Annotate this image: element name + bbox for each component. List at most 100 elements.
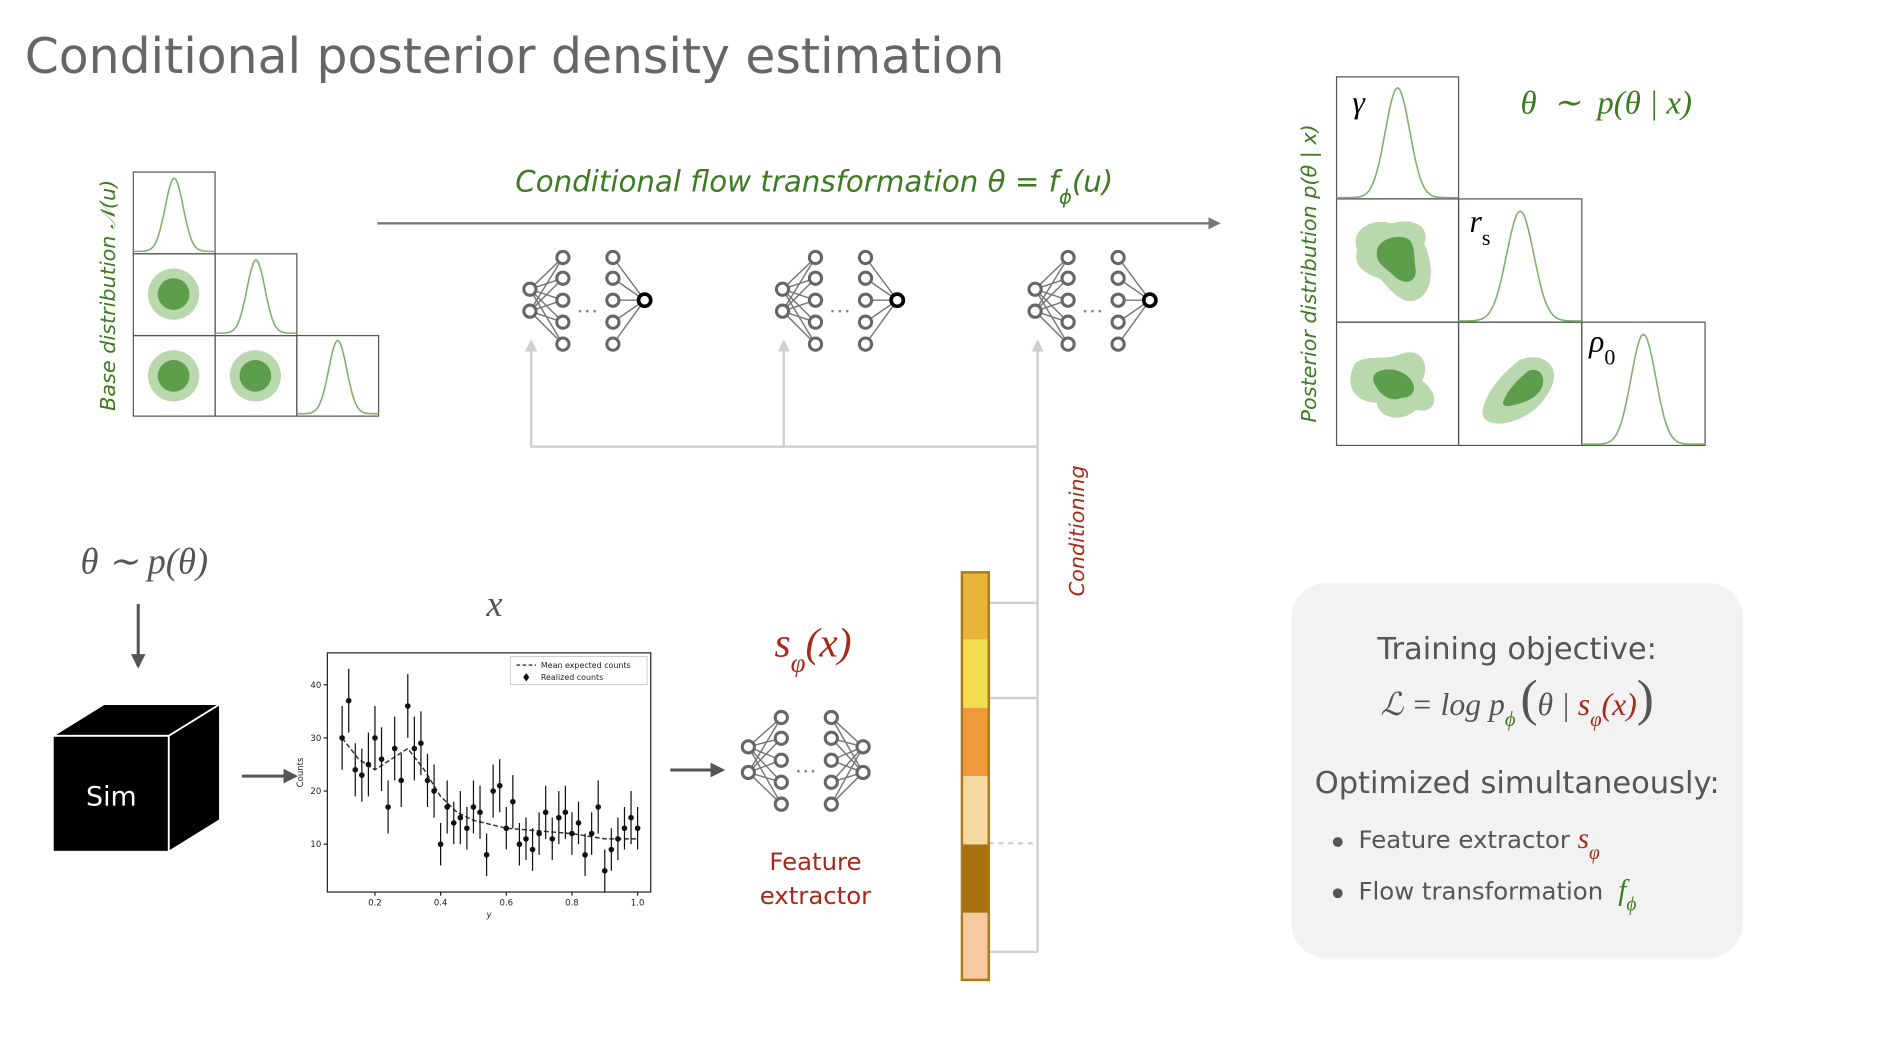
objective-paren: ( xyxy=(1520,670,1537,727)
data-point xyxy=(404,703,411,709)
net-node xyxy=(1060,314,1076,330)
net-edge xyxy=(1117,257,1151,301)
data-point xyxy=(385,804,391,810)
data-point xyxy=(483,852,490,858)
data-point xyxy=(575,820,582,826)
data-point xyxy=(615,836,621,842)
density-curve xyxy=(133,177,216,253)
bullet xyxy=(1332,888,1343,899)
simulator-cube xyxy=(49,702,224,854)
data-point xyxy=(536,830,542,837)
data-point xyxy=(464,825,470,832)
data-point xyxy=(418,740,424,747)
legend-box xyxy=(509,656,648,686)
feature-vector xyxy=(960,571,990,982)
net-node xyxy=(555,249,571,266)
net-node xyxy=(823,796,839,812)
data-point xyxy=(372,735,378,741)
x-tick-label: 0.8 xyxy=(565,898,579,908)
training-box xyxy=(1291,583,1743,958)
net-node xyxy=(823,709,839,726)
net-edge xyxy=(830,717,864,773)
flow-label-text: Conditional flow transformation θ = f xyxy=(515,165,1062,199)
net-node xyxy=(773,709,789,726)
data-point xyxy=(503,825,510,832)
net-node xyxy=(1027,303,1043,319)
net-node xyxy=(857,249,874,266)
net-node xyxy=(1060,292,1076,308)
base-label: Base distribution 𝒩(u) xyxy=(96,180,120,411)
net-node xyxy=(636,292,653,309)
net-edge xyxy=(529,277,564,312)
net-node xyxy=(823,752,839,768)
data-point xyxy=(510,798,516,805)
objective-sub: φ xyxy=(1590,709,1601,731)
net-node xyxy=(522,303,538,319)
bullet-sub: ϕ xyxy=(1626,894,1636,915)
data-point xyxy=(595,804,602,810)
bullet-symbol: s xyxy=(1578,823,1589,855)
net-node xyxy=(774,303,791,319)
param-subscript: 0 xyxy=(1604,344,1615,369)
x-tick-label: 1.0 xyxy=(631,898,645,908)
net-edge xyxy=(864,299,898,345)
net-node xyxy=(807,314,824,330)
y-tick-label: 40 xyxy=(310,681,321,691)
net-node xyxy=(555,292,571,308)
net-edge xyxy=(781,257,817,312)
y-tick-label: 20 xyxy=(310,787,321,797)
net-edge xyxy=(747,746,782,783)
objective-part: ℒ = log p xyxy=(1380,687,1504,722)
data-point xyxy=(621,825,628,832)
net-node xyxy=(807,249,824,266)
net-node xyxy=(857,314,874,330)
simulator-label: Sim xyxy=(86,781,137,812)
conditioning-lines xyxy=(525,339,1044,954)
param-symbol: r xyxy=(1470,204,1483,239)
net-edge xyxy=(830,737,864,773)
net-node xyxy=(555,314,571,330)
data-point xyxy=(542,809,549,816)
x-tick-label: 0.2 xyxy=(368,898,382,908)
net-edge xyxy=(1034,310,1069,345)
x-tick-label: 0.4 xyxy=(434,898,448,908)
net-node xyxy=(1110,292,1126,308)
extractor-label: extractor xyxy=(760,881,872,910)
extractor-label: Feature xyxy=(769,847,861,876)
net-node xyxy=(857,336,874,352)
net-node xyxy=(823,774,839,790)
slide-title: Conditional posterior density estimation xyxy=(25,28,1005,85)
data-point xyxy=(588,830,595,837)
data-point xyxy=(411,745,418,752)
data-point xyxy=(516,841,523,848)
net-node xyxy=(1110,270,1126,286)
density-curve xyxy=(1336,86,1459,199)
net-node xyxy=(1110,336,1126,352)
net-node xyxy=(1060,270,1076,286)
data-point xyxy=(398,777,405,784)
posterior-sample: θ ∼ p(θ | x) xyxy=(1521,85,1692,121)
density-curve xyxy=(215,258,297,334)
net-edge xyxy=(830,746,864,805)
net-node xyxy=(857,292,874,308)
net-node xyxy=(857,270,874,286)
param-symbol: ρ xyxy=(1588,323,1604,358)
summary-tail: (x) xyxy=(806,620,852,667)
objective-part: (x) xyxy=(1602,687,1637,722)
data-point xyxy=(391,745,398,752)
data-point xyxy=(378,756,385,762)
net-node xyxy=(555,336,571,352)
data-point xyxy=(549,836,556,842)
net-node xyxy=(1110,249,1126,266)
data-point xyxy=(582,852,588,858)
data-point xyxy=(339,735,345,741)
net-node xyxy=(740,739,756,755)
data-point xyxy=(359,772,365,778)
net-node xyxy=(605,336,621,352)
data-point xyxy=(345,697,352,704)
data-point xyxy=(608,846,615,853)
flow-networks xyxy=(522,249,1158,812)
data-point xyxy=(470,804,477,810)
net-node xyxy=(605,292,621,308)
net-edge xyxy=(612,257,646,301)
